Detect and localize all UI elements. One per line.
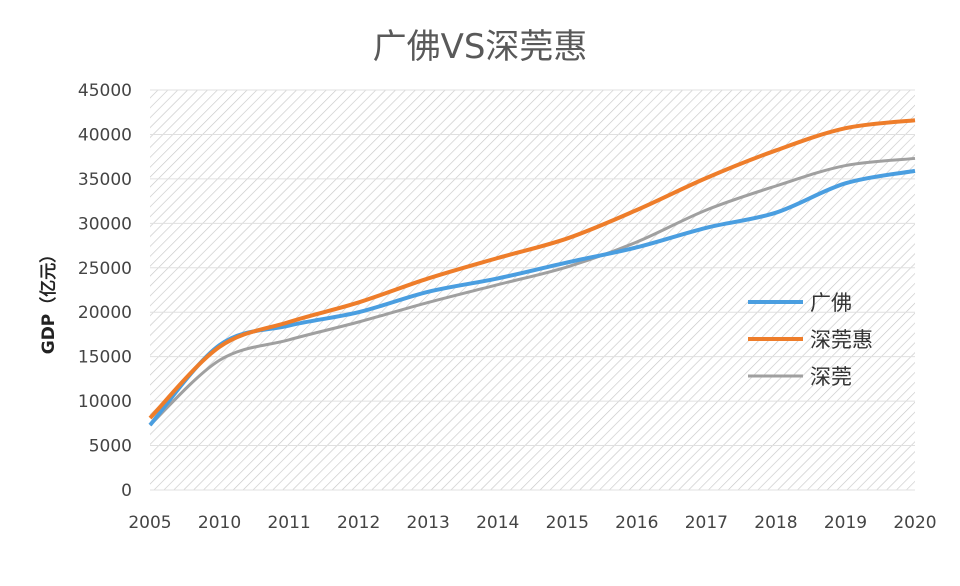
x-tick-label: 2010 <box>198 513 241 533</box>
y-tick-label: 20000 <box>78 303 132 323</box>
x-tick-label: 2013 <box>407 513 450 533</box>
y-tick-label: 5000 <box>89 437 132 457</box>
x-tick-label: 2018 <box>754 513 797 533</box>
x-tick-label: 2017 <box>685 513 728 533</box>
x-tick-label: 2020 <box>893 513 936 533</box>
y-tick-label: 35000 <box>78 170 132 190</box>
y-tick-label: 40000 <box>78 125 132 145</box>
x-tick-label: 2005 <box>128 513 171 533</box>
x-tick-label: 2012 <box>337 513 380 533</box>
y-tick-label: 30000 <box>78 214 132 234</box>
x-tick-label: 2014 <box>476 513 519 533</box>
legend-label: 深莞惠 <box>810 328 873 352</box>
y-tick-label: 10000 <box>78 392 132 412</box>
y-tick-label: 25000 <box>78 259 132 279</box>
x-tick-label: 2019 <box>824 513 867 533</box>
x-tick-label: 2015 <box>546 513 589 533</box>
y-tick-label: 0 <box>121 481 132 501</box>
y-tick-label: 15000 <box>78 348 132 368</box>
x-tick-label: 2011 <box>267 513 310 533</box>
legend-label: 深莞 <box>810 365 852 389</box>
chart-title: 广佛VS深莞惠 <box>373 27 588 67</box>
y-tick-label: 45000 <box>78 81 132 101</box>
legend-label: 广佛 <box>810 291 852 315</box>
plot-area <box>150 90 915 490</box>
y-axis-label: GDP（亿元） <box>38 246 59 355</box>
x-tick-label: 2016 <box>615 513 658 533</box>
